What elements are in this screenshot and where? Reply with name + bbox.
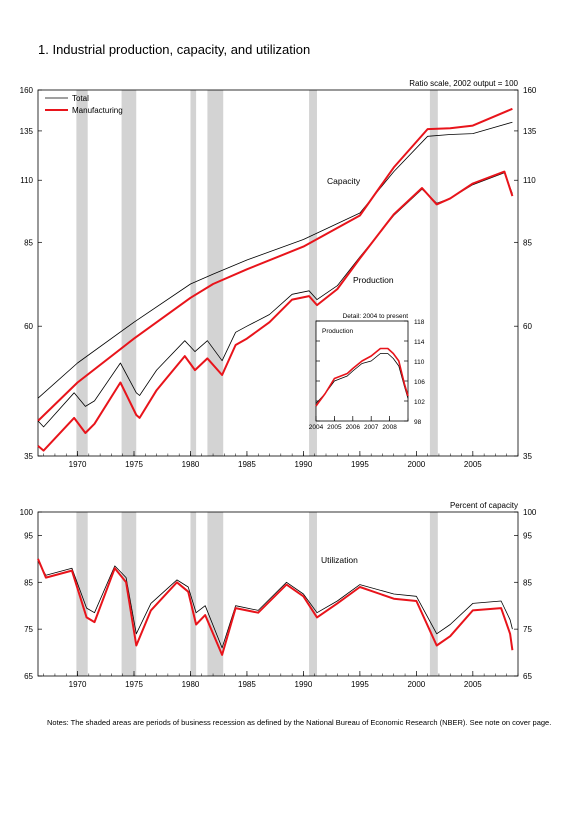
main-subtitle: Ratio scale, 2002 output = 100	[409, 79, 518, 88]
util-xtick-label: 1975	[125, 680, 143, 689]
notes: Notes: The shaded areas are periods of b…	[47, 718, 552, 727]
inset-ytick-left-label: 102	[414, 399, 425, 406]
inset-ytick-left-label: 110	[414, 359, 425, 366]
main-ytick-left-label: 60	[24, 322, 33, 331]
main-ytick-left-label: 110	[20, 176, 33, 185]
main-ytick-right-label: 35	[523, 452, 532, 461]
inset-xtick-label: 2008	[382, 424, 397, 431]
util-xtick-label: 2005	[464, 680, 482, 689]
inset-ytick-left-label: 106	[414, 379, 425, 386]
inset-ytick-left-label: 114	[414, 339, 425, 346]
legend-manufacturing-label: Manufacturing	[72, 106, 123, 115]
main-xtick-label: 1980	[182, 460, 200, 469]
main-recession-band-5	[429, 90, 438, 456]
inset-series-manufacturing	[315, 347, 409, 407]
util-ytick-left-label: 85	[24, 578, 33, 587]
util-ytick-left-label: 75	[24, 625, 33, 634]
main-series-capacity-total	[37, 121, 513, 399]
main-xtick-label: 2000	[407, 460, 425, 469]
util-ytick-right-label: 65	[523, 672, 532, 681]
main-series-production-manufacturing	[37, 170, 514, 452]
util-ytick-right-label: 85	[523, 578, 532, 587]
util-ytick-right-label: 75	[523, 625, 532, 634]
main-ytick-left-label: 85	[24, 238, 33, 247]
util-xtick-label: 1980	[182, 680, 200, 689]
main-recession-band-0	[76, 90, 88, 456]
annotation-utilization: Utilization	[321, 555, 358, 565]
util-recession-band-4	[309, 512, 317, 676]
inset-xtick-label: 2005	[327, 424, 342, 431]
inset-ytick-left-label: 118	[414, 319, 425, 326]
main-xtick-label: 2005	[464, 460, 482, 469]
annotation-production: Production	[353, 275, 394, 285]
inset-annotation-production: Production	[322, 328, 353, 335]
inset-xtick-label: 2006	[346, 424, 361, 431]
main-xtick-label: 1985	[238, 460, 256, 469]
util-frame	[37, 511, 519, 677]
main-xtick-label: 1975	[125, 460, 143, 469]
main-recession-band-4	[309, 90, 317, 456]
legend-total-label: Total	[72, 94, 89, 103]
page-title: 1. Industrial production, capacity, and …	[38, 42, 311, 57]
main-ytick-left-label: 160	[20, 86, 34, 95]
util-ytick-right-label: 100	[523, 508, 537, 517]
util-recession-band-3	[207, 512, 224, 676]
util-xtick-label: 1990	[295, 680, 313, 689]
inset-series-total	[315, 353, 409, 404]
main-xtick-label: 1970	[69, 460, 87, 469]
main-ytick-right-label: 85	[523, 238, 532, 247]
inset-background	[316, 321, 408, 421]
util-xtick-label: 1995	[351, 680, 369, 689]
util-xtick-label: 1970	[69, 680, 87, 689]
util-xtick-label: 1985	[238, 680, 256, 689]
util-series-total	[37, 561, 513, 649]
inset-xtick-label: 2004	[309, 424, 324, 431]
util-series-manufacturing	[37, 558, 514, 656]
util-recession-band-2	[190, 512, 197, 676]
main-ytick-right-label: 135	[523, 127, 537, 136]
main-series-production-total	[37, 172, 513, 428]
util-recession-band-5	[429, 512, 438, 676]
main-ytick-right-label: 60	[523, 322, 532, 331]
main-xtick-label: 1990	[295, 460, 313, 469]
inset-xtick-label: 2007	[364, 424, 379, 431]
util-subtitle: Percent of capacity	[450, 501, 518, 510]
main-recession-band-1	[121, 90, 137, 456]
util-ytick-right-label: 95	[523, 531, 532, 540]
inset-ytick-left-label: 98	[414, 419, 422, 426]
util-ytick-left-label: 65	[24, 672, 33, 681]
main-ytick-right-label: 110	[523, 176, 536, 185]
main-ytick-left-label: 35	[24, 452, 33, 461]
util-ytick-left-label: 95	[24, 531, 33, 540]
main-ytick-left-label: 135	[20, 127, 34, 136]
inset-frame	[315, 320, 409, 422]
util-xtick-label: 2000	[407, 680, 425, 689]
util-ytick-left-label: 100	[20, 508, 34, 517]
main-xtick-label: 1995	[351, 460, 369, 469]
annotation-capacity: Capacity	[327, 176, 361, 186]
main-ytick-right-label: 160	[523, 86, 537, 95]
util-recession-band-0	[76, 512, 88, 676]
main-frame	[37, 89, 519, 457]
inset-title: Detail: 2004 to present	[343, 313, 409, 320]
main-series-capacity-manufacturing	[37, 107, 513, 422]
main-recession-band-2	[190, 90, 197, 456]
